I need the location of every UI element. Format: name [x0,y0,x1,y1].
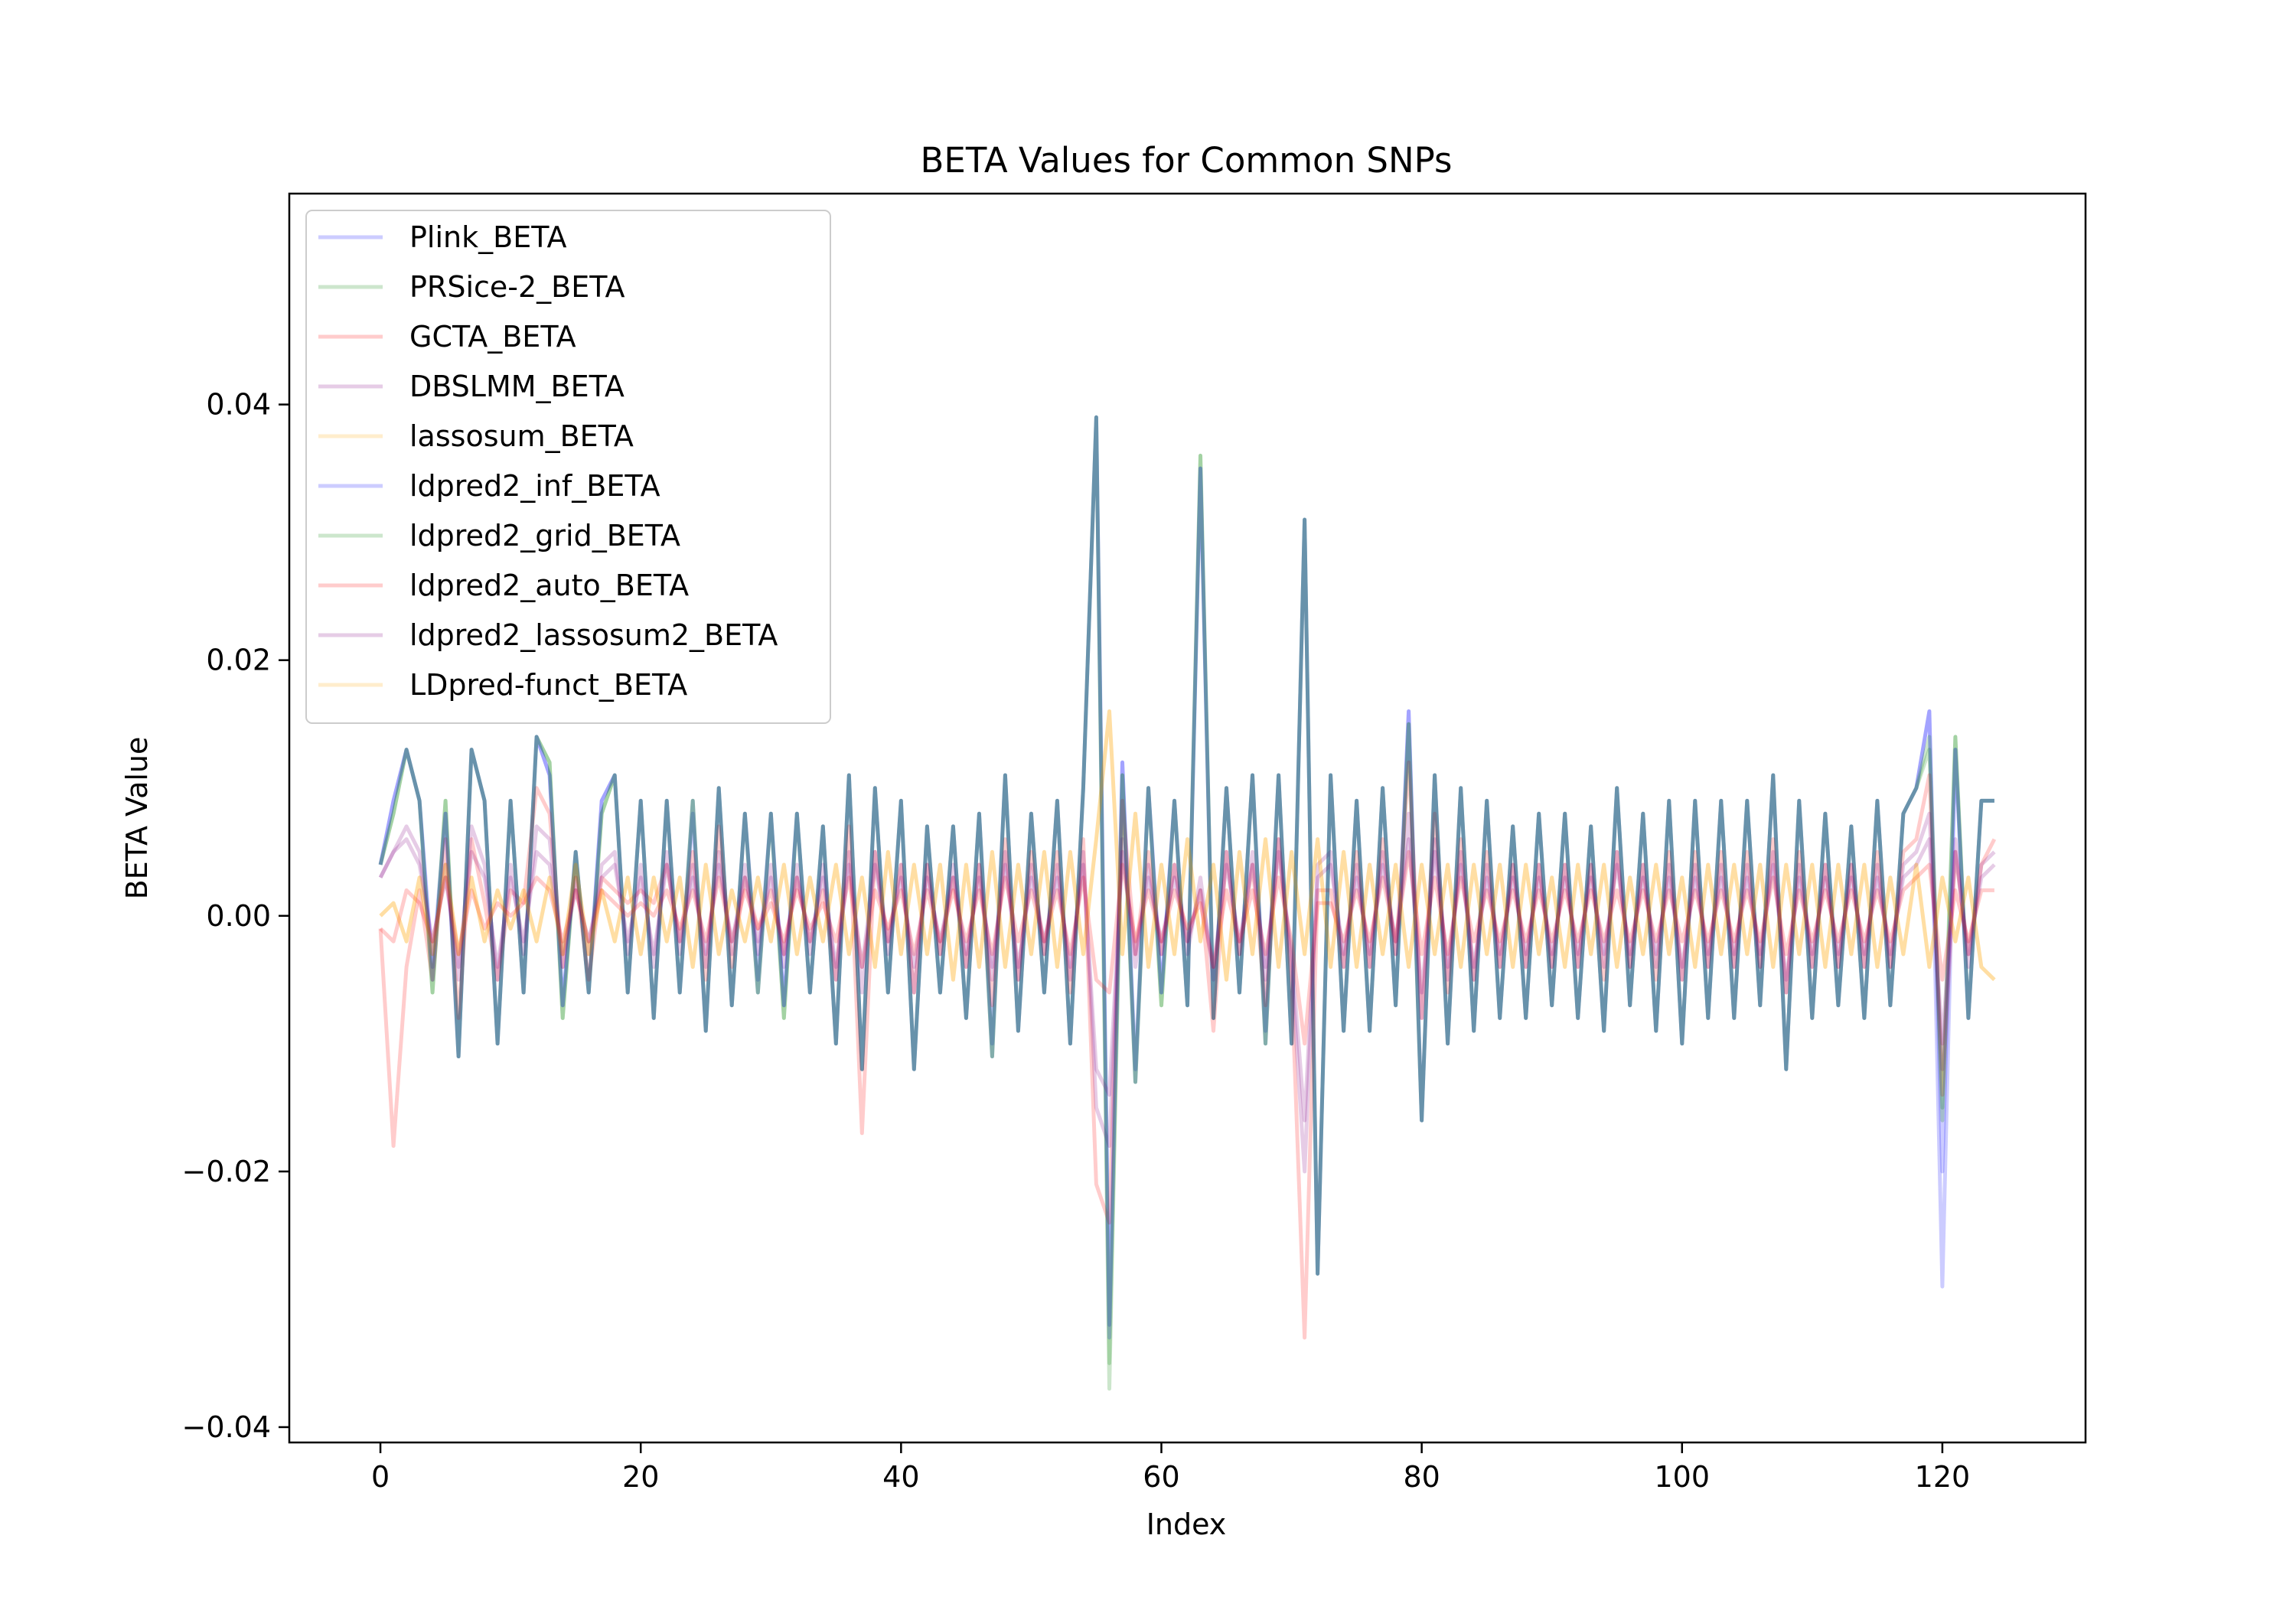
chart-title: BETA Values for Common SNPs [921,140,1453,181]
x-tick-label: 40 [882,1460,919,1494]
y-axis: −0.04 −0.02 0.00 0.02 0.04 [182,388,289,1444]
y-tick-label: 0.00 [206,899,271,933]
plot-area-frame [288,192,2087,1444]
series-line-8 [378,837,1996,1123]
x-axis: 0 20 40 60 80 100 120 [371,1442,1970,1494]
series-line-0 [378,415,1994,1327]
legend-label: ldpred2_grid_BETA [409,519,680,553]
x-tick-label: 100 [1655,1460,1711,1494]
x-tick-label: 80 [1403,1460,1440,1494]
series-line-3 [378,811,1996,1174]
legend-label: ldpred2_lassosum2_BETA [409,618,778,652]
x-tick-label: 0 [371,1460,390,1494]
legend-label: lassosum_BETA [409,419,634,453]
legend-label: DBSLMM_BETA [409,370,625,403]
legend-label: LDpred-funct_BETA [409,668,687,702]
series-line-5 [378,415,1994,1340]
y-tick-label: −0.04 [182,1410,271,1444]
legend: Plink_BETA PRSice-2_BETA GCTA_BETA DBSLMM_B… [305,210,831,724]
series-line-1 [378,415,1994,1391]
legend-label: Plink_BETA [409,220,566,254]
y-tick-label: −0.02 [182,1155,271,1188]
series-line-2 [378,760,1997,1340]
series-layer [378,415,1997,1391]
legend-label: GCTA_BETA [409,320,576,354]
series-line-7 [379,849,1994,1046]
x-tick-label: 20 [622,1460,659,1494]
y-axis-label: BETA Value [120,737,154,900]
x-tick-label: 120 [1915,1460,1971,1494]
legend-box [305,210,831,724]
legend-label: ldpred2_auto_BETA [409,569,689,602]
series-line-4 [379,709,1996,982]
series-line-6 [378,415,1994,1365]
y-tick-label: 0.04 [206,388,271,422]
legend-label: PRSice-2_BETA [409,270,625,304]
legend-label: ldpred2_inf_BETA [409,469,660,503]
x-tick-label: 60 [1143,1460,1179,1494]
y-tick-label: 0.02 [206,644,271,677]
series-line-9 [379,709,1996,982]
x-axis-label: Index [1146,1508,1227,1541]
